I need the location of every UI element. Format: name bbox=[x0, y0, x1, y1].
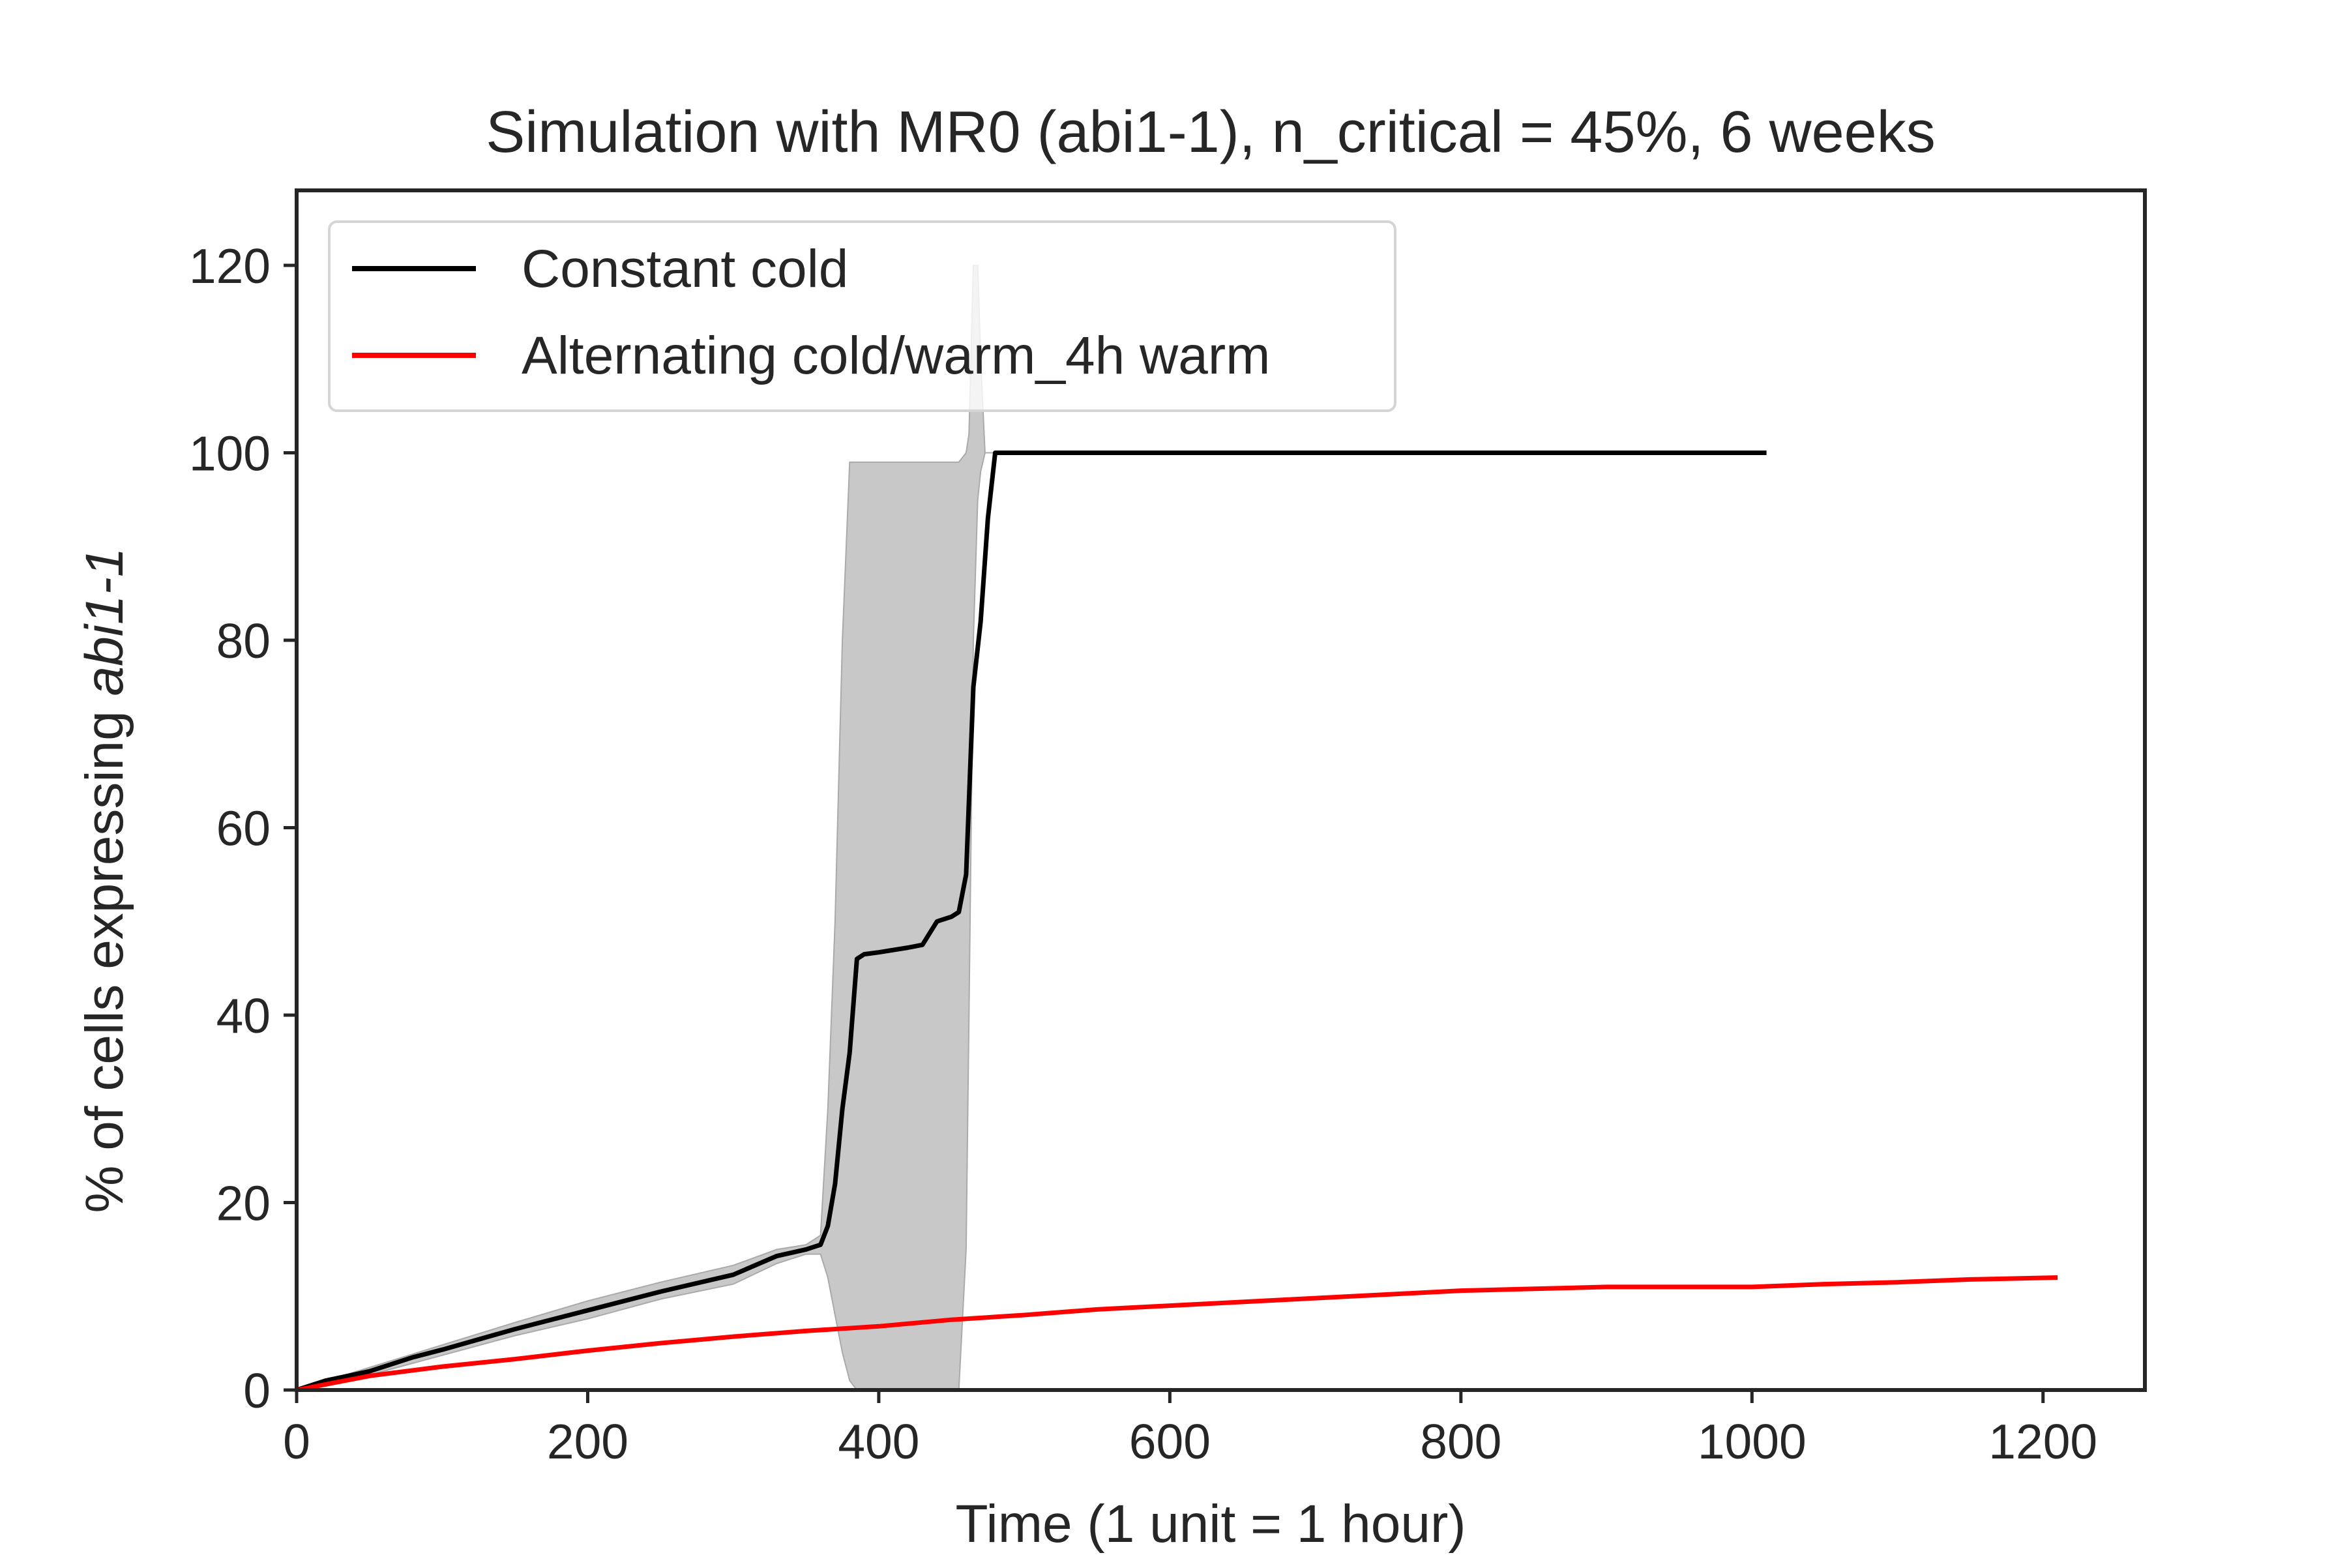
series-layer bbox=[295, 451, 2058, 1393]
y-axis-label-main: % of cells expressing bbox=[75, 696, 134, 1213]
legend: Constant cold Alternating cold/warm_4h w… bbox=[328, 220, 1396, 412]
y-tick-label: 0 bbox=[243, 1363, 271, 1418]
x-tick-label: 800 bbox=[1420, 1414, 1501, 1469]
band-layer bbox=[296, 265, 996, 1391]
legend-label-alternating: Alternating cold/warm_4h warm bbox=[522, 326, 1270, 385]
legend-label-constant-cold: Constant cold bbox=[522, 239, 848, 299]
y-axis-label-italic: abi1-1 bbox=[75, 548, 134, 696]
x-tick-label: 200 bbox=[547, 1414, 628, 1469]
x-tick-label: 1200 bbox=[1988, 1414, 2097, 1469]
y-axis: 0 20 40 60 80 100 120 bbox=[189, 239, 297, 1418]
plot-frame bbox=[295, 188, 2147, 1392]
constant-cold-band bbox=[296, 265, 996, 1391]
x-tick-label: 0 bbox=[283, 1414, 310, 1469]
plot-area bbox=[295, 265, 2058, 1393]
y-tick-label: 40 bbox=[216, 988, 271, 1043]
legend-box bbox=[328, 220, 1396, 412]
y-tick-label: 80 bbox=[216, 614, 271, 668]
y-tick-label: 100 bbox=[189, 426, 271, 481]
y-tick-label: 120 bbox=[189, 239, 271, 293]
x-axis-label: Time (1 unit = 1 hour) bbox=[955, 1494, 1466, 1554]
x-axis: 0 200 400 600 800 1000 1200 bbox=[283, 1390, 2097, 1469]
x-tick-label: 1000 bbox=[1698, 1414, 1807, 1469]
series-line-constant-cold bbox=[295, 451, 1767, 1393]
y-tick-label: 60 bbox=[216, 801, 271, 856]
y-tick-label: 20 bbox=[216, 1176, 271, 1231]
x-tick-label: 400 bbox=[838, 1414, 919, 1469]
series-line-alternating bbox=[296, 1275, 2058, 1393]
y-axis-label: % of cells expressing abi1-1 bbox=[75, 548, 134, 1213]
chart-title: Simulation with MR0 (abi1-1), n_critical… bbox=[486, 100, 1935, 165]
x-tick-label: 600 bbox=[1129, 1414, 1211, 1469]
